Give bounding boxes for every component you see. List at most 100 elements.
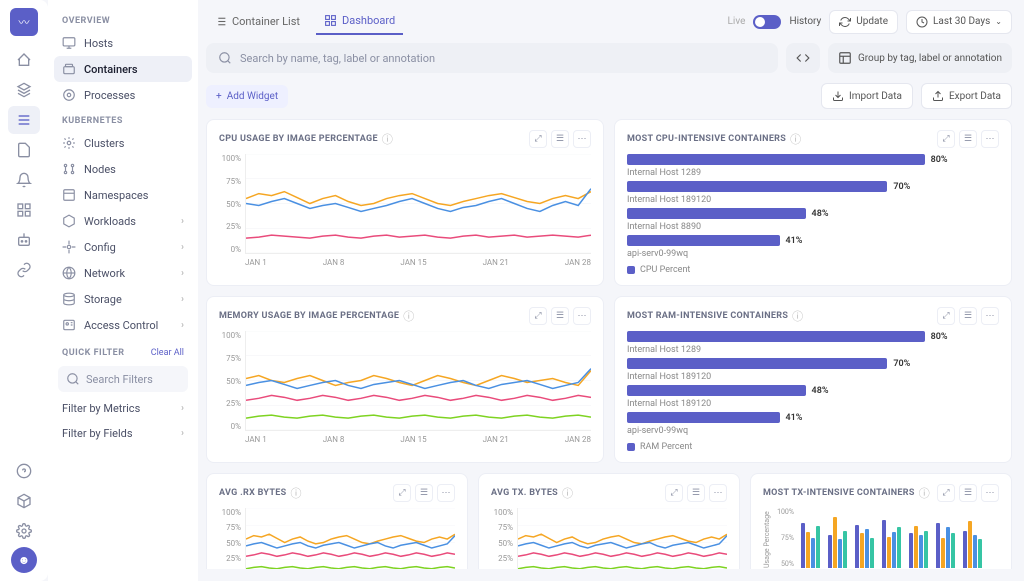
sidebar-item-clusters[interactable]: Clusters [48,130,198,156]
history-label: History [789,16,821,27]
info-icon[interactable]: ⓘ [562,485,573,501]
rail-list-icon[interactable] [8,106,40,134]
rail-link-icon[interactable] [8,256,40,284]
bar-label: api-serv0-99wq [627,249,999,259]
sidebar-item-storage[interactable]: Storage› [48,286,198,312]
bar-label: Internal Host 8890 [627,222,999,232]
rail-layers-icon[interactable] [8,76,40,104]
info-icon[interactable]: ⓘ [290,485,301,501]
info-icon[interactable]: ⓘ [790,131,801,147]
bar-label: Internal Host 189120 [627,399,999,409]
rail-bell-icon[interactable] [8,166,40,194]
group-by-button[interactable]: Group by tag, label or annotation [828,43,1012,73]
sidebar-section-overview: OVERVIEW [48,8,198,30]
widget-title: CPU USAGE BY IMAGE PERCENTAGE [219,134,378,144]
expand-icon[interactable]: ⤢ [937,484,955,502]
filter-icon[interactable]: ☰ [551,130,569,148]
import-data-button[interactable]: Import Data [821,83,913,109]
sidebar-item-access-control[interactable]: Access Control› [48,312,198,338]
bar-label: Internal Host 1289 [627,168,999,178]
filter-icon[interactable]: ☰ [959,130,977,148]
more-icon[interactable]: ⋯ [981,130,999,148]
rail-home-icon[interactable] [8,46,40,74]
bar-group [882,520,901,568]
sidebar-item-nodes[interactable]: Nodes [48,156,198,182]
info-icon[interactable]: ⓘ [403,308,414,324]
more-icon[interactable]: ⋯ [573,130,591,148]
date-range-button[interactable]: Last 30 Days ⌄ [906,10,1012,34]
refresh-icon [839,16,851,28]
sidebar-item-hosts[interactable]: Hosts [48,30,198,56]
info-icon[interactable]: ⓘ [382,131,393,147]
expand-icon[interactable]: ⤢ [393,484,411,502]
widget-tx-bytes: AVG TX. BYTES ⓘ ⤢ ☰ ⋯ 100%75%50%25%0% [478,473,740,569]
search-input[interactable]: Search by name, tag, label or annotation [206,43,778,73]
info-icon[interactable]: ⓘ [919,485,930,501]
code-toggle-button[interactable] [786,43,820,73]
bar-label: api-serv0-99wq [627,426,999,436]
upload-icon [932,90,944,102]
tab-dashboard[interactable]: Dashboard [316,8,403,35]
expand-icon[interactable]: ⤢ [665,484,683,502]
widget-ram-intensive: MOST RAM-INTENSIVE CONTAINERS ⓘ ⤢ ☰ ⋯ 80… [614,296,1012,463]
rail-settings-icon[interactable] [8,517,40,545]
download-icon [832,90,844,102]
rail-cube-icon[interactable] [8,487,40,515]
filter-by-metrics[interactable]: Filter by Metrics› [48,396,198,421]
sidebar-item-config[interactable]: Config› [48,234,198,260]
bar-group [855,525,874,568]
bar-group [828,517,847,568]
live-toggle[interactable] [753,15,781,29]
tab-container-list[interactable]: Container List [206,9,308,34]
expand-icon[interactable]: ⤢ [529,130,547,148]
more-icon[interactable]: ⋯ [981,307,999,325]
expand-icon[interactable]: ⤢ [937,307,955,325]
expand-icon[interactable]: ⤢ [937,130,955,148]
sidebar-item-containers[interactable]: Containers [54,56,192,82]
sidebar-item-namespaces[interactable]: Namespaces [48,182,198,208]
more-icon[interactable]: ⋯ [981,484,999,502]
filter-icon[interactable]: ☰ [415,484,433,502]
bar-row: 48% [627,208,999,219]
rail-help-icon[interactable] [8,457,40,485]
expand-icon[interactable]: ⤢ [529,307,547,325]
rail-file-icon[interactable] [8,136,40,164]
bar-label: Internal Host 1289 [627,345,999,355]
bar-group [801,523,820,568]
bar-row: 70% [627,181,999,192]
filter-icon[interactable]: ☰ [959,484,977,502]
info-icon[interactable]: ⓘ [792,308,803,324]
app-logo[interactable]: 〰 [10,8,38,36]
sidebar-item-network[interactable]: Network› [48,260,198,286]
bar-row: 48% [627,385,999,396]
bar-label: Internal Host 189120 [627,372,999,382]
legend-label: RAM Percent [640,442,692,452]
widget-memory-usage: MEMORY USAGE BY IMAGE PERCENTAGE ⓘ ⤢ ☰ ⋯… [206,296,604,463]
update-button[interactable]: Update [829,10,898,34]
widget-title: AVG TX. BYTES [491,488,558,498]
rail-bot-icon[interactable] [8,226,40,254]
search-filters-input[interactable]: Search Filters [58,366,188,392]
filter-icon[interactable]: ☰ [959,307,977,325]
add-widget-button[interactable]: + Add Widget [206,85,288,108]
more-icon[interactable]: ⋯ [437,484,455,502]
widget-rx-bytes: AVG .RX BYTES ⓘ ⤢ ☰ ⋯ 100%75%50%25%0% [206,473,468,569]
sidebar-item-processes[interactable]: Processes [48,82,198,108]
rail-avatar[interactable]: ☻ [11,547,37,573]
bar-label: Internal Host 189120 [627,195,999,205]
filter-icon[interactable]: ☰ [551,307,569,325]
sidebar-item-workloads[interactable]: Workloads› [48,208,198,234]
bar-group [936,523,955,568]
filter-by-fields[interactable]: Filter by Fields› [48,421,198,446]
widget-title: MOST TX-INTENSIVE CONTAINERS [763,488,915,498]
filter-icon[interactable]: ☰ [687,484,705,502]
more-icon[interactable]: ⋯ [573,307,591,325]
icon-rail: 〰 ☻ [0,0,48,581]
more-icon[interactable]: ⋯ [709,484,727,502]
export-data-button[interactable]: Export Data [921,83,1012,109]
plus-icon: + [216,91,222,102]
clear-all-link[interactable]: Clear All [151,348,184,358]
live-label: Live [728,16,746,27]
rail-grid-icon[interactable] [8,196,40,224]
bar-group [963,521,982,568]
